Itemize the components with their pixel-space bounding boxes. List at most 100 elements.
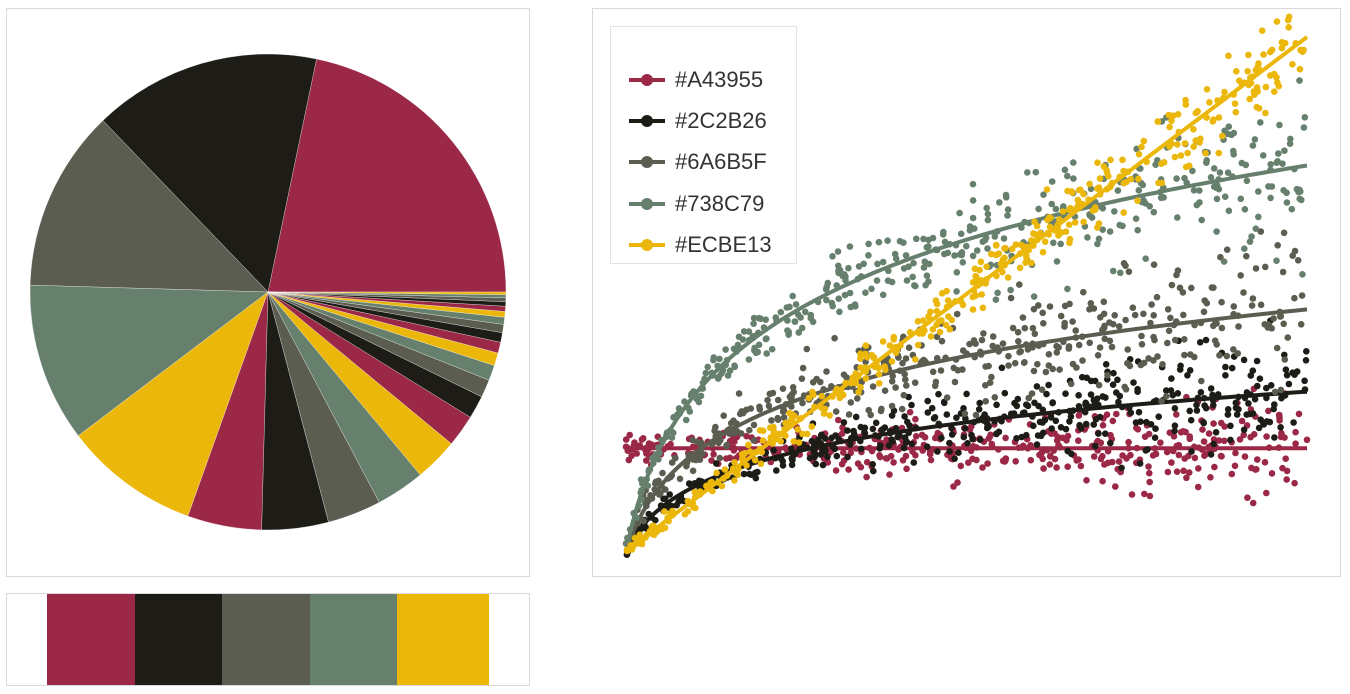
- data-point: [896, 367, 903, 375]
- data-point: [655, 444, 662, 451]
- data-point: [1303, 436, 1311, 444]
- data-point: [991, 418, 998, 425]
- data-point: [976, 436, 984, 444]
- data-point: [1066, 418, 1073, 425]
- data-point: [1096, 344, 1104, 351]
- data-point: [1083, 374, 1091, 382]
- data-point: [1062, 425, 1070, 433]
- data-point: [1253, 84, 1261, 91]
- data-point: [929, 234, 937, 242]
- data-point: [1047, 214, 1054, 222]
- data-point: [724, 427, 731, 434]
- data-point: [1293, 368, 1301, 375]
- data-point: [1009, 245, 1016, 253]
- data-point: [1168, 117, 1175, 124]
- data-point: [1095, 401, 1102, 409]
- data-point: [1301, 386, 1309, 393]
- data-point: [691, 493, 699, 501]
- data-point: [961, 425, 969, 432]
- data-point: [913, 235, 920, 243]
- data-point: [1278, 44, 1286, 52]
- data-point: [1157, 439, 1164, 447]
- data-point: [812, 460, 820, 468]
- data-point: [1055, 232, 1062, 239]
- data-point: [828, 383, 835, 390]
- data-point: [902, 252, 910, 259]
- data-point: [731, 362, 738, 370]
- data-point: [1267, 72, 1274, 79]
- data-point: [642, 500, 649, 508]
- data-point: [797, 415, 805, 422]
- data-point: [720, 475, 727, 482]
- data-point: [1050, 447, 1057, 454]
- data-point: [1297, 46, 1304, 54]
- data-point: [757, 315, 764, 323]
- data-point: [723, 356, 731, 364]
- data-point: [1182, 96, 1189, 104]
- data-point: [1110, 369, 1117, 377]
- data-point: [978, 336, 986, 344]
- data-point: [1254, 456, 1261, 463]
- data-point: [973, 247, 981, 254]
- data-point: [952, 241, 960, 249]
- data-point: [1130, 379, 1137, 386]
- data-point: [1262, 263, 1269, 271]
- data-point: [1224, 406, 1232, 413]
- data-point: [1252, 225, 1260, 232]
- data-point: [1232, 404, 1240, 412]
- data-point: [1039, 406, 1047, 414]
- data-point: [881, 387, 889, 395]
- data-point: [1244, 68, 1251, 75]
- data-point: [957, 298, 965, 305]
- data-point: [946, 240, 953, 248]
- data-point: [1081, 408, 1089, 416]
- data-point: [1291, 165, 1298, 173]
- data-point: [691, 488, 699, 496]
- data-point: [994, 344, 1001, 351]
- data-point: [1214, 391, 1222, 398]
- data-point: [927, 308, 934, 316]
- data-point: [1057, 424, 1065, 431]
- data-point: [938, 317, 945, 324]
- data-point: [720, 412, 727, 420]
- data-point: [980, 330, 987, 337]
- data-point: [1038, 386, 1046, 394]
- data-point: [664, 475, 672, 482]
- data-point: [1179, 289, 1187, 296]
- data-point: [1095, 381, 1103, 389]
- data-point: [953, 269, 961, 276]
- data-point: [784, 317, 791, 324]
- data-point: [1209, 391, 1216, 399]
- data-point: [1212, 429, 1220, 436]
- data-point: [1183, 474, 1190, 482]
- data-point: [829, 253, 836, 260]
- data-point: [1216, 169, 1224, 176]
- data-point: [1251, 136, 1259, 143]
- data-point: [808, 423, 816, 430]
- data-point: [957, 230, 965, 238]
- data-point: [770, 447, 777, 454]
- data-point: [1175, 441, 1183, 449]
- data-point: [862, 375, 870, 382]
- data-point: [1046, 461, 1054, 468]
- data-point: [750, 320, 757, 328]
- data-point: [1025, 219, 1033, 227]
- data-point: [713, 469, 720, 477]
- data-point: [1002, 434, 1009, 442]
- legend-item: #A43955: [627, 66, 763, 94]
- data-point: [875, 371, 883, 378]
- data-point: [814, 298, 822, 306]
- data-point: [1060, 338, 1067, 346]
- data-point: [1193, 407, 1201, 414]
- data-point: [1033, 441, 1041, 448]
- data-point: [763, 350, 770, 357]
- data-point: [892, 255, 900, 262]
- data-point: [955, 449, 962, 457]
- data-point: [840, 449, 847, 456]
- data-point: [1158, 397, 1165, 405]
- data-point: [1255, 105, 1263, 112]
- data-point: [1259, 152, 1267, 159]
- trend-line: [624, 35, 1309, 553]
- data-point: [635, 534, 643, 542]
- data-point: [979, 414, 986, 422]
